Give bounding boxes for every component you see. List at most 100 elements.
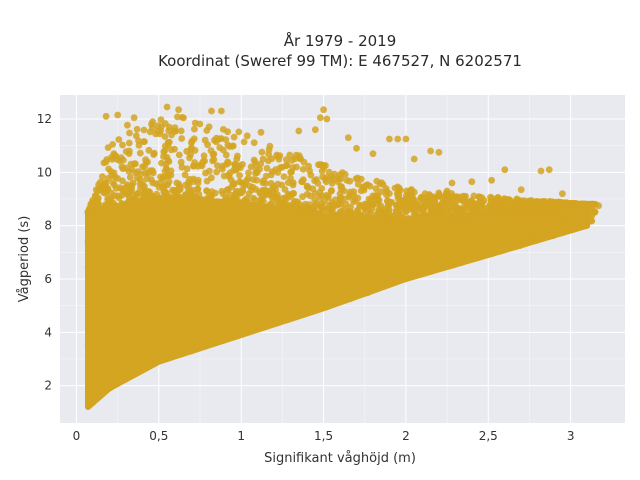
data-point [210, 156, 218, 164]
data-point [126, 173, 134, 181]
data-point [329, 270, 336, 278]
data-point [262, 257, 270, 264]
data-point [346, 188, 354, 196]
data-point [354, 206, 362, 214]
data-point [119, 177, 126, 185]
data-point [427, 205, 435, 213]
data-point [223, 196, 231, 204]
data-point [520, 227, 528, 235]
data-point [372, 185, 380, 193]
data-point [88, 379, 96, 387]
data-point [210, 291, 217, 298]
data-point [497, 210, 505, 218]
data-point [254, 207, 262, 215]
data-point [493, 239, 501, 247]
data-point [579, 222, 587, 230]
data-point [275, 299, 282, 307]
data-point [139, 251, 146, 258]
data-point [266, 303, 274, 311]
data-point [282, 242, 290, 249]
data-point [459, 231, 467, 239]
y-tick-label: 6 [44, 272, 52, 286]
data-point [262, 187, 270, 194]
data-point [532, 205, 540, 213]
data-point [289, 181, 297, 189]
data-point [105, 174, 112, 182]
data-point [267, 190, 274, 198]
data-point [306, 217, 313, 225]
data-point [187, 290, 194, 298]
data-point [144, 158, 151, 166]
data-point [218, 314, 226, 322]
data-point [222, 151, 230, 159]
data-point [184, 200, 192, 208]
data-point [258, 148, 266, 156]
data-point [407, 187, 414, 195]
data-point [567, 214, 574, 222]
data-point [220, 266, 227, 274]
data-point [175, 106, 183, 114]
data-point [191, 125, 198, 133]
data-point [122, 287, 130, 295]
data-point [427, 213, 434, 220]
x-axis-ticks: 0 0,5 1 1,5 2 2,5 3 [73, 429, 575, 443]
data-point [148, 360, 156, 367]
data-point [326, 218, 334, 226]
data-point [112, 311, 120, 319]
data-point [157, 116, 165, 124]
data-point [223, 207, 231, 215]
data-point [265, 146, 273, 154]
data-point [220, 172, 228, 180]
data-point [176, 186, 184, 193]
data-point [160, 188, 168, 196]
data-point [484, 215, 492, 223]
data-point [160, 348, 168, 356]
data-point [163, 271, 171, 278]
data-point [161, 168, 169, 175]
data-point [510, 210, 517, 218]
data-point [154, 209, 161, 216]
data-point [263, 320, 271, 328]
data-point [102, 112, 110, 120]
data-point [193, 325, 200, 332]
data-point [104, 216, 111, 224]
data-point [125, 139, 133, 147]
data-point [126, 129, 133, 137]
data-point [118, 294, 125, 301]
data-point [180, 327, 188, 335]
data-point [249, 183, 257, 191]
data-point [550, 224, 558, 232]
data-point [87, 215, 95, 223]
data-point [310, 255, 318, 262]
data-point [253, 306, 261, 314]
data-point [249, 297, 257, 305]
data-point [133, 125, 141, 133]
data-point [577, 215, 585, 223]
data-point [404, 244, 412, 252]
data-point [215, 202, 223, 210]
data-point [283, 156, 290, 164]
data-point [506, 223, 514, 231]
data-point [127, 160, 135, 168]
data-point [299, 165, 307, 173]
data-point [286, 290, 294, 298]
data-point [175, 194, 182, 202]
data-point [186, 333, 194, 341]
data-point [485, 229, 493, 236]
x-tick-label: 2 [402, 429, 410, 443]
data-point [267, 209, 275, 217]
data-point [124, 121, 131, 129]
data-point [252, 169, 259, 177]
data-point [334, 178, 341, 186]
data-point [104, 195, 112, 203]
data-point [392, 207, 400, 215]
data-point [376, 231, 383, 239]
data-point [208, 242, 216, 250]
data-point [89, 244, 97, 252]
data-point [438, 194, 446, 202]
data-point [114, 111, 122, 119]
data-point [423, 245, 430, 253]
data-point [182, 207, 190, 215]
data-point [134, 312, 142, 319]
data-point [169, 268, 177, 276]
